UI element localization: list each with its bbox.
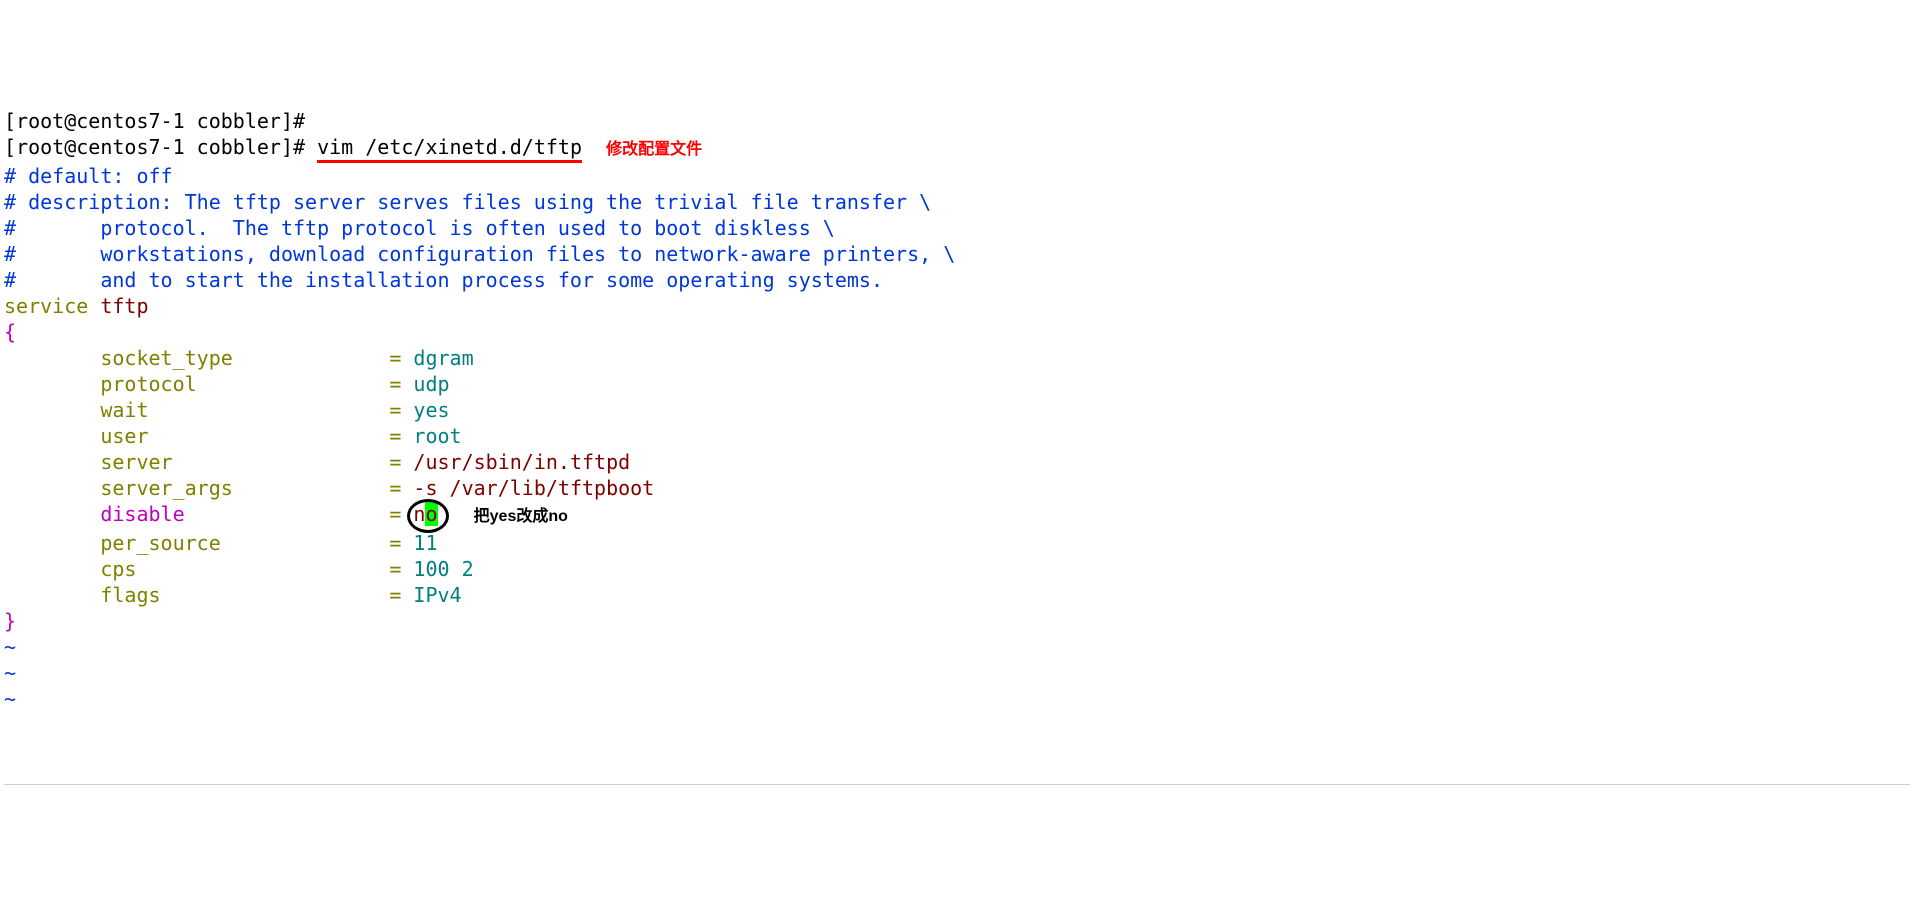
param-key: cps	[100, 557, 136, 581]
terminal-line: ~	[4, 686, 1910, 712]
param-value: IPv4	[413, 583, 461, 607]
terminal-line: service tftp	[4, 293, 1910, 319]
brace-open: {	[4, 320, 16, 344]
terminal-line: [root@centos7-1 cobbler]# vim /etc/xinet…	[4, 134, 1910, 163]
terminal-line: # protocol. The tftp protocol is often u…	[4, 215, 1910, 241]
param-key: server_args	[100, 476, 232, 500]
param-value: dgram	[413, 346, 473, 370]
param-key: per_source	[100, 531, 220, 555]
vim-command: vim /etc/xinetd.d/tftp	[317, 135, 582, 163]
comment-line: # and to start the installation process …	[4, 268, 883, 292]
vim-tilde: ~	[4, 635, 16, 659]
terminal-line: }	[4, 608, 1910, 634]
param-value: yes	[413, 398, 449, 422]
param-key: wait	[100, 398, 148, 422]
param-key: server	[100, 450, 172, 474]
disable-value: n	[413, 502, 425, 526]
param-value: -s /var/lib/tftpboot	[413, 476, 654, 500]
param-key-disable: disable	[100, 502, 184, 526]
comment-line: # description: The tftp server serves fi…	[4, 190, 931, 214]
vim-tilde: ~	[4, 687, 16, 711]
param-value: udp	[413, 372, 449, 396]
service-name: tftp	[100, 294, 148, 318]
service-keyword: service	[4, 294, 88, 318]
terminal-line: protocol = udp	[4, 371, 1910, 397]
param-key: flags	[100, 583, 160, 607]
terminal-line: socket_type = dgram	[4, 345, 1910, 371]
param-value: /usr/sbin/in.tftpd	[413, 450, 630, 474]
prompt-user-host: root@centos7-1 cobbler	[16, 109, 281, 133]
prompt-user-host: root@centos7-1 cobbler	[16, 135, 281, 159]
annotation-top: 修改配置文件	[606, 141, 702, 158]
terminal-line: server = /usr/sbin/in.tftpd	[4, 449, 1910, 475]
separator	[4, 784, 1910, 785]
annotation-disable: 把yes改成no	[474, 508, 568, 525]
vim-tilde: ~	[4, 661, 16, 685]
terminal-line: per_source = 11	[4, 530, 1910, 556]
terminal-line: ~	[4, 660, 1910, 686]
terminal-line: wait = yes	[4, 397, 1910, 423]
comment-line: # default: off	[4, 164, 173, 188]
terminal-output: [root@centos7-1 cobbler]#[root@centos7-1…	[4, 108, 1910, 712]
comment-line: # protocol. The tftp protocol is often u…	[4, 216, 835, 240]
comment-line: # workstations, download configuration f…	[4, 242, 955, 266]
terminal-line: # description: The tftp server serves fi…	[4, 189, 1910, 215]
param-key: socket_type	[100, 346, 232, 370]
brace-close: }	[4, 609, 16, 633]
terminal-line: server_args = -s /var/lib/tftpboot	[4, 475, 1910, 501]
param-key: protocol	[100, 372, 196, 396]
terminal-line: # and to start the installation process …	[4, 267, 1910, 293]
terminal-line: {	[4, 319, 1910, 345]
cursor: o	[425, 502, 437, 526]
terminal-line: ~	[4, 634, 1910, 660]
terminal-line: # workstations, download configuration f…	[4, 241, 1910, 267]
param-value: 100 2	[413, 557, 473, 581]
param-value: 11	[413, 531, 437, 555]
param-value: root	[413, 424, 461, 448]
terminal-line: # default: off	[4, 163, 1910, 189]
terminal-line: [root@centos7-1 cobbler]#	[4, 108, 1910, 134]
terminal-line: flags = IPv4	[4, 582, 1910, 608]
terminal-line: cps = 100 2	[4, 556, 1910, 582]
terminal-line: disable = no 把yes改成no	[4, 501, 1910, 530]
terminal-line: user = root	[4, 423, 1910, 449]
param-key: user	[100, 424, 148, 448]
circle-highlight: no	[413, 501, 437, 527]
